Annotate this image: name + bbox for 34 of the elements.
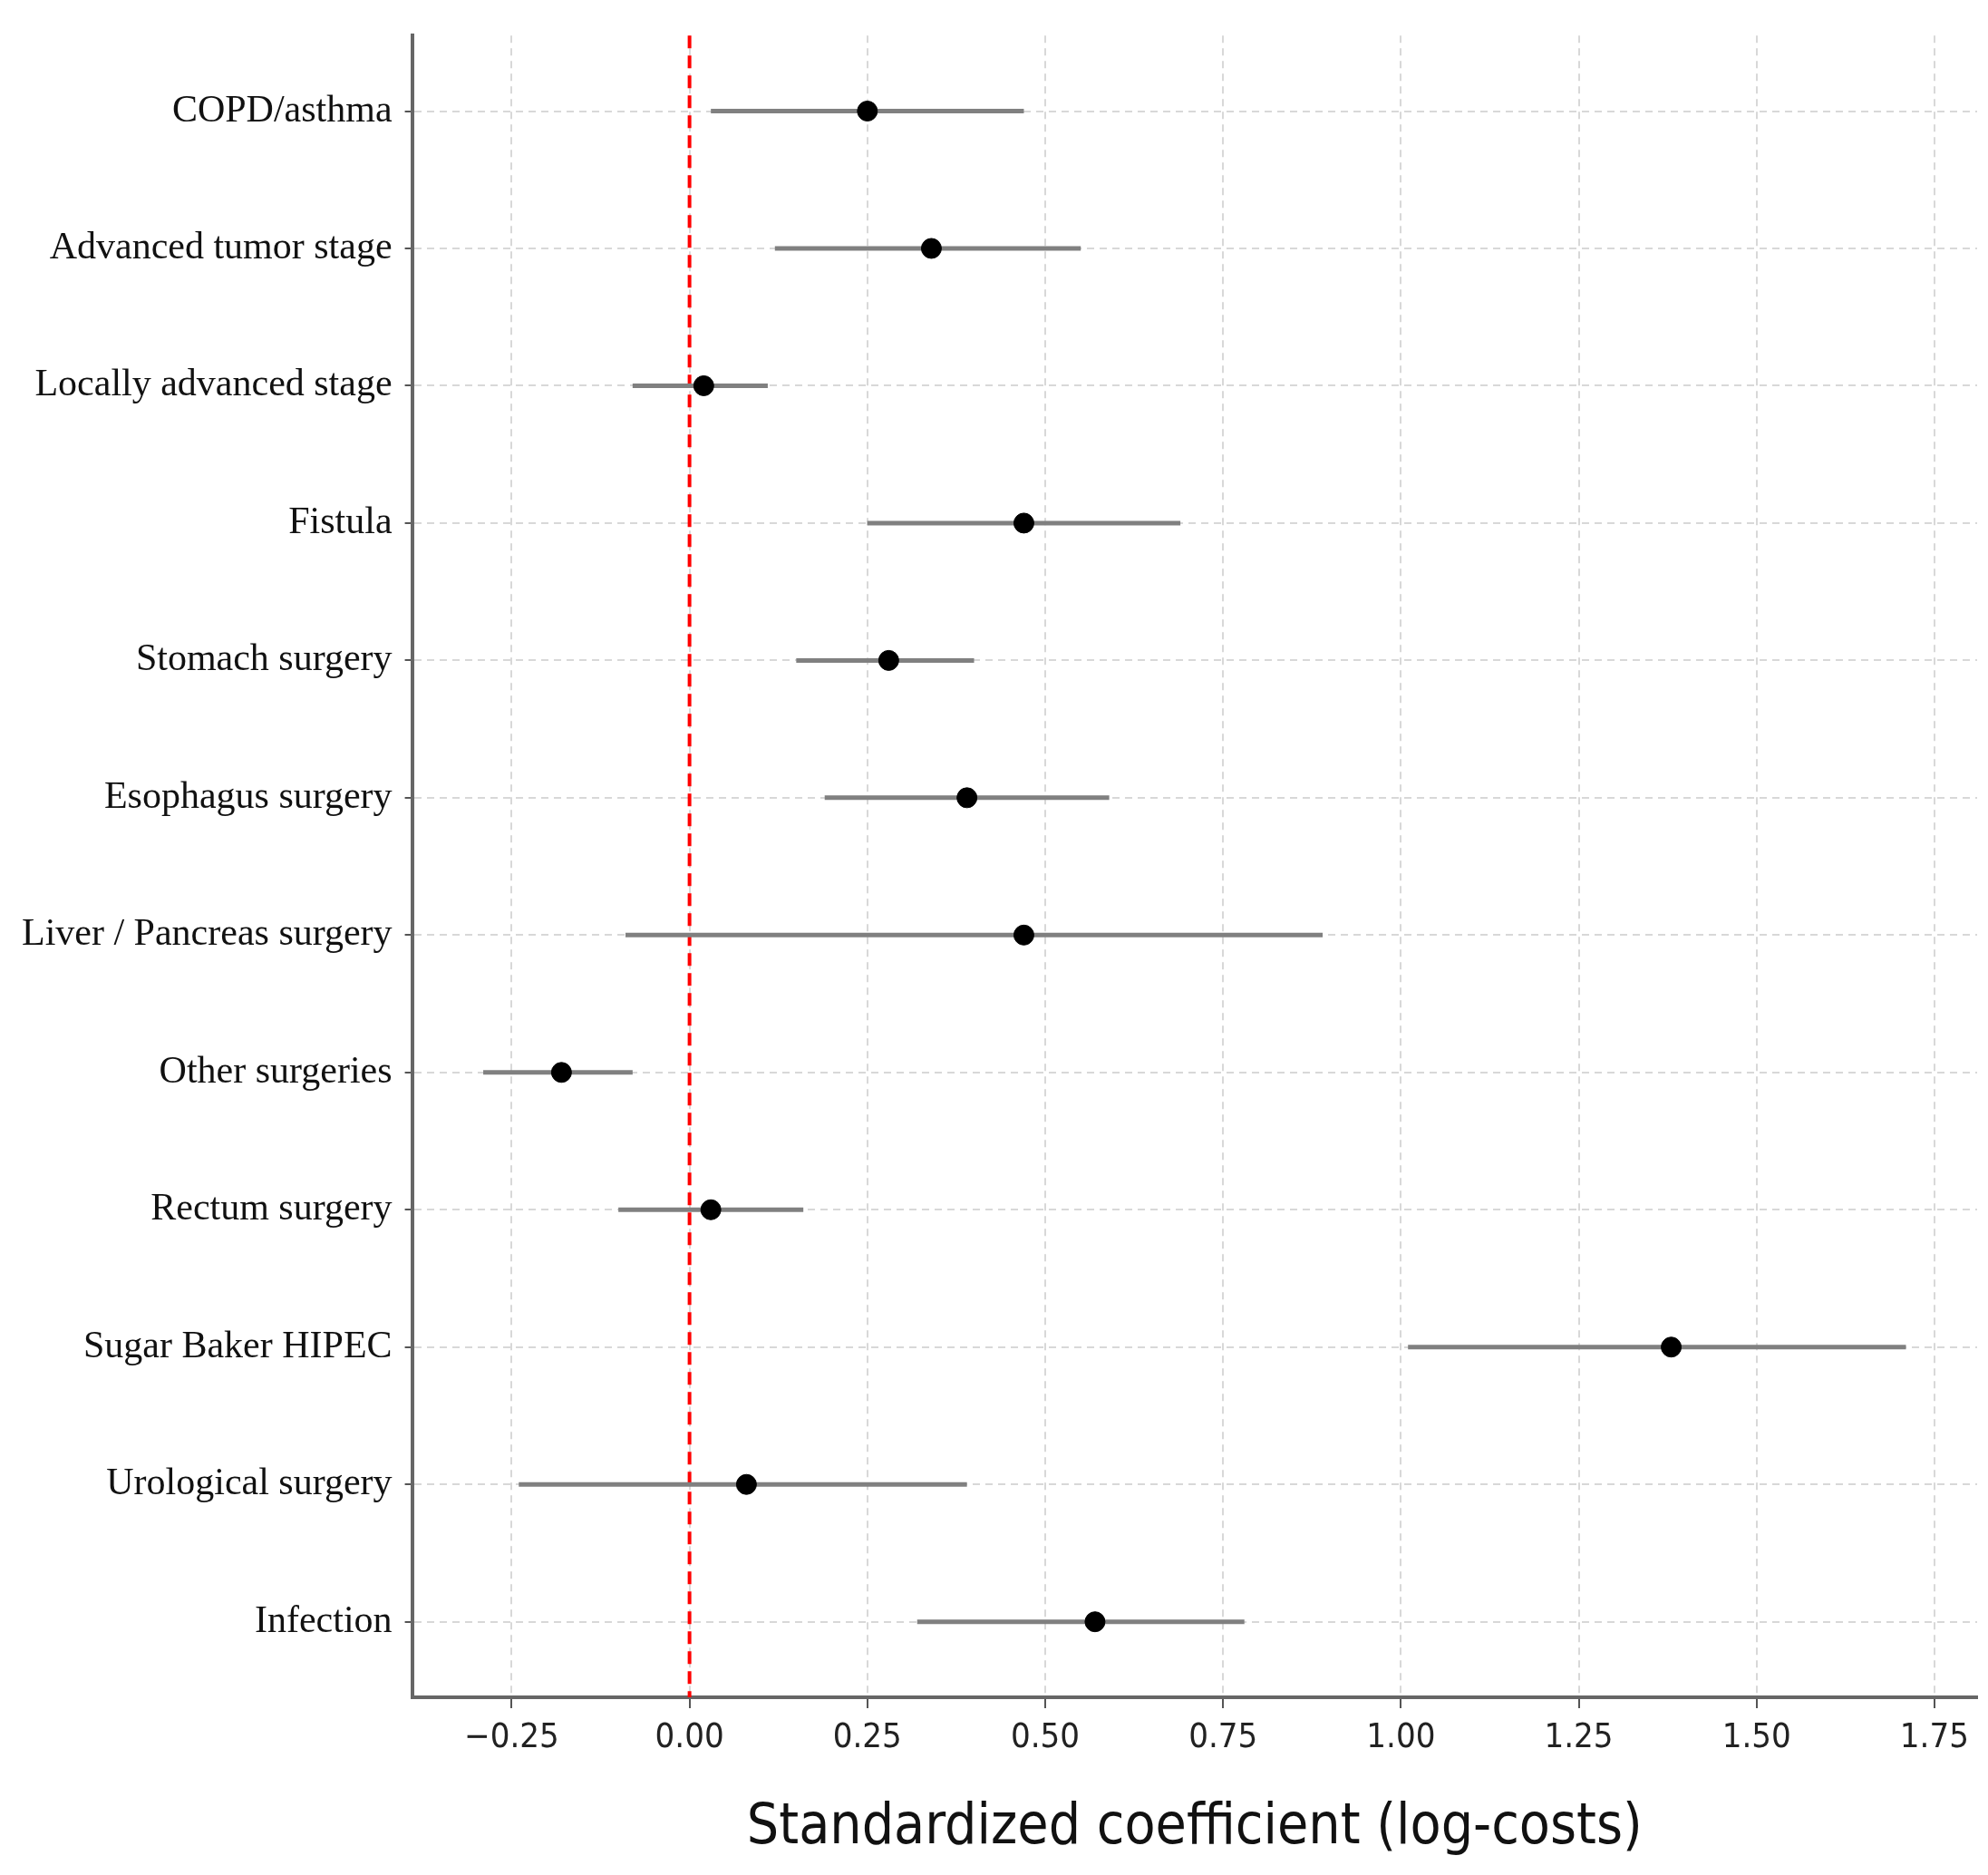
x-tick-label: 0.75 [1188, 1715, 1258, 1755]
point [857, 101, 878, 122]
point [920, 238, 942, 259]
x-tick-label: 0.50 [1010, 1715, 1081, 1755]
y-tick-label: Sugar Baker HIPEC [82, 1323, 393, 1365]
point [693, 374, 714, 396]
y-tick-label: Stomach surgery [135, 636, 393, 679]
point [1661, 1336, 1683, 1358]
x-tick-label: 0.25 [832, 1715, 902, 1755]
point [1013, 924, 1034, 946]
point [1084, 1611, 1106, 1633]
point [700, 1199, 722, 1220]
y-tick-label: Advanced tumor stage [49, 225, 393, 267]
x-tick-label: 1.25 [1544, 1715, 1614, 1755]
y-tick-label: Other surgeries [159, 1048, 393, 1091]
x-axis-title: Standardized coefficient (log-costs) [746, 1790, 1643, 1857]
x-tick-label: 0.00 [655, 1715, 724, 1755]
y-tick-label: Locally advanced stage [34, 362, 393, 404]
x-tick-label: 1.50 [1721, 1715, 1791, 1755]
point [1013, 512, 1034, 534]
y-tick-label: Liver / Pancreas surgery [22, 911, 393, 954]
y-tick-label: COPD/asthma [171, 87, 393, 130]
y-tick-label: Fistula [288, 499, 393, 541]
x-tick-label: 1.75 [1899, 1715, 1969, 1755]
point [550, 1062, 572, 1083]
y-tick-label: Urological surgery [106, 1461, 393, 1503]
y-tick-label: Esophagus surgery [103, 773, 393, 816]
y-tick-label: Infection [254, 1598, 393, 1640]
y-tick-label: Rectum surgery [150, 1186, 393, 1229]
point [878, 649, 899, 671]
point [735, 1473, 757, 1495]
x-tick-label: 1.00 [1366, 1715, 1436, 1755]
x-tick-label: −0.25 [464, 1715, 559, 1755]
point [956, 787, 978, 809]
